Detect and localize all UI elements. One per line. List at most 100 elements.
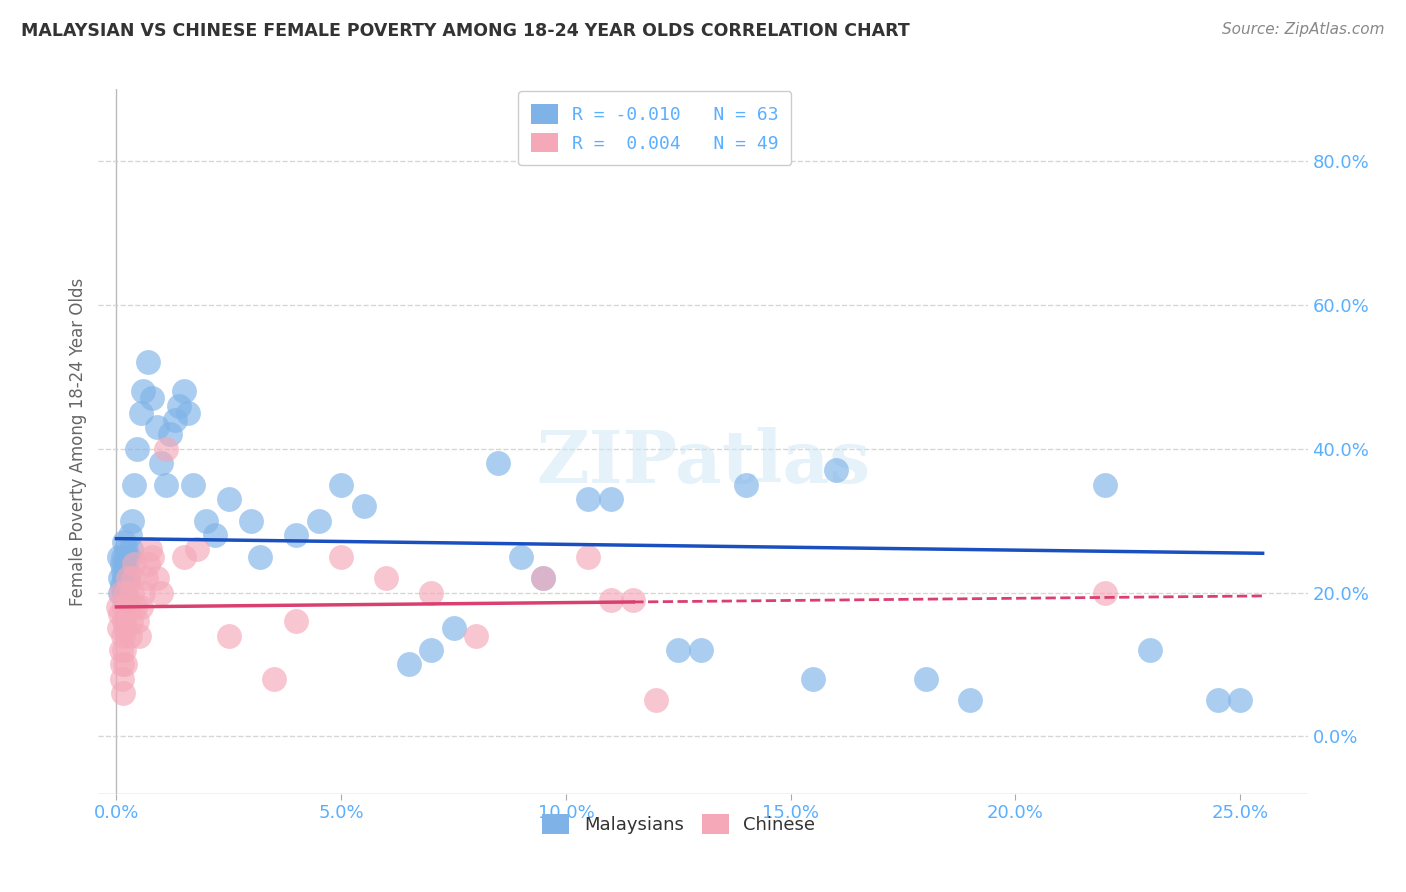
Point <box>155 477 177 491</box>
Point <box>111 578 134 592</box>
Point <box>111 657 134 672</box>
Point <box>118 528 141 542</box>
Point <box>129 599 152 614</box>
Point <box>108 571 131 585</box>
Point <box>112 599 135 614</box>
Point <box>181 477 204 491</box>
Point <box>132 585 155 599</box>
Point <box>195 514 218 528</box>
Point <box>576 491 599 506</box>
Point <box>110 585 132 599</box>
Point <box>111 672 134 686</box>
Point <box>599 491 621 506</box>
Point <box>121 585 143 599</box>
Point <box>108 622 131 636</box>
Point <box>330 477 353 491</box>
Point <box>285 615 308 629</box>
Point <box>353 500 375 514</box>
Point <box>136 557 159 571</box>
Text: MALAYSIAN VS CHINESE FEMALE POVERTY AMONG 18-24 YEAR OLDS CORRELATION CHART: MALAYSIAN VS CHINESE FEMALE POVERTY AMON… <box>21 22 910 40</box>
Point <box>510 549 533 564</box>
Point <box>734 477 756 491</box>
Point <box>249 549 271 564</box>
Point <box>120 615 142 629</box>
Point <box>533 571 555 585</box>
Point <box>132 384 155 399</box>
Point <box>117 549 139 564</box>
Point <box>150 585 173 599</box>
Point <box>285 528 308 542</box>
Point <box>155 442 177 456</box>
Point <box>801 672 824 686</box>
Point <box>150 456 173 470</box>
Point <box>177 406 200 420</box>
Point <box>125 442 148 456</box>
Point <box>204 528 226 542</box>
Point <box>115 585 138 599</box>
Point <box>159 427 181 442</box>
Point <box>263 672 285 686</box>
Point <box>146 420 169 434</box>
Point <box>122 571 145 585</box>
Point <box>107 549 129 564</box>
Point <box>186 542 208 557</box>
Point <box>112 629 135 643</box>
Point <box>644 693 666 707</box>
Point <box>118 629 141 643</box>
Point <box>115 564 138 578</box>
Y-axis label: Female Poverty Among 18-24 Year Olds: Female Poverty Among 18-24 Year Olds <box>69 277 87 606</box>
Point <box>375 571 398 585</box>
Point <box>125 615 148 629</box>
Point <box>124 599 146 614</box>
Point <box>124 477 146 491</box>
Point <box>128 629 150 643</box>
Point <box>420 643 443 657</box>
Point <box>112 615 135 629</box>
Point <box>443 622 465 636</box>
Point <box>136 355 159 369</box>
Point <box>914 672 936 686</box>
Point <box>824 463 846 477</box>
Point <box>111 557 134 571</box>
Point <box>114 557 136 571</box>
Point <box>114 622 136 636</box>
Point <box>173 384 195 399</box>
Point <box>112 535 135 549</box>
Point <box>599 592 621 607</box>
Point <box>139 542 162 557</box>
Point <box>129 406 152 420</box>
Point <box>141 549 163 564</box>
Point <box>488 456 510 470</box>
Point <box>112 585 135 599</box>
Point <box>115 542 138 557</box>
Point <box>115 549 138 564</box>
Point <box>576 549 599 564</box>
Point <box>146 571 169 585</box>
Point <box>218 629 240 643</box>
Point <box>163 413 186 427</box>
Point <box>1094 477 1116 491</box>
Point <box>117 599 139 614</box>
Point <box>1139 643 1161 657</box>
Point <box>114 657 136 672</box>
Point <box>141 392 163 406</box>
Point <box>1206 693 1229 707</box>
Point <box>330 549 353 564</box>
Point <box>114 643 136 657</box>
Point <box>621 592 644 607</box>
Point <box>465 629 488 643</box>
Point <box>1094 585 1116 599</box>
Point <box>398 657 420 672</box>
Point <box>420 585 443 599</box>
Point <box>117 571 139 585</box>
Point <box>533 571 555 585</box>
Point <box>218 491 240 506</box>
Text: ZIPatlas: ZIPatlas <box>536 427 870 498</box>
Point <box>169 399 191 413</box>
Point <box>114 592 136 607</box>
Legend: Malaysians, Chinese: Malaysians, Chinese <box>536 807 823 841</box>
Point <box>112 564 135 578</box>
Point <box>108 607 131 621</box>
Point <box>1229 693 1251 707</box>
Point <box>959 693 981 707</box>
